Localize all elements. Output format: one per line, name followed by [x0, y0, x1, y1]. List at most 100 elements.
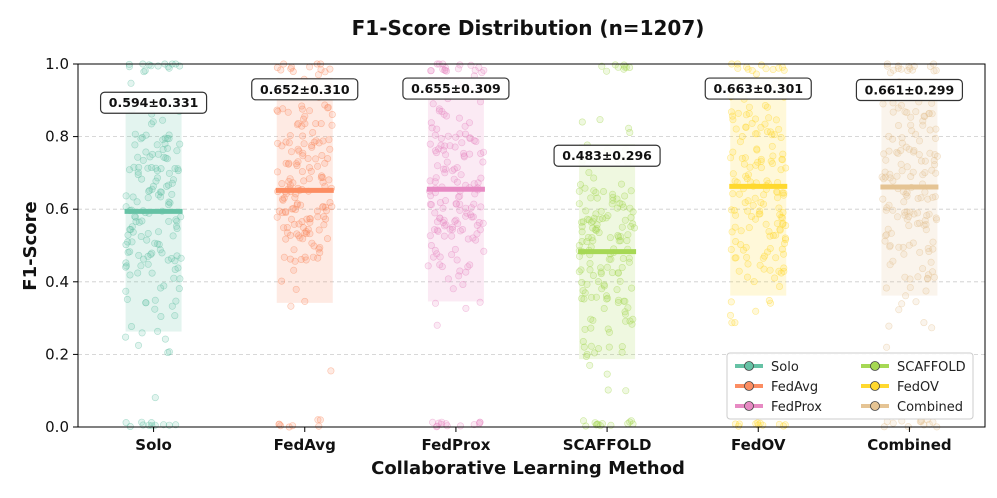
x-tick-label: Combined: [867, 436, 951, 454]
data-point: [583, 280, 591, 288]
data-point: [606, 234, 614, 242]
data-point: [433, 218, 441, 226]
data-point: [451, 143, 459, 151]
data-point: [287, 302, 295, 310]
data-point: [293, 201, 301, 209]
data-point: [887, 229, 895, 237]
data-point: [154, 150, 162, 158]
data-point: [293, 162, 301, 170]
data-point: [324, 104, 332, 112]
data-point: [757, 155, 765, 163]
data-point: [882, 156, 890, 164]
data-point: [328, 203, 336, 211]
data-point: [448, 251, 456, 259]
data-point: [729, 116, 737, 124]
data-point: [579, 287, 587, 295]
data-point: [615, 296, 623, 304]
data-point: [273, 213, 281, 221]
data-point: [284, 108, 292, 116]
data-point: [580, 343, 588, 351]
data-point: [886, 261, 894, 269]
data-point: [434, 227, 442, 235]
data-point: [765, 114, 773, 122]
data-point: [443, 158, 451, 166]
data-point: [142, 299, 150, 307]
data-point: [575, 200, 583, 208]
data-point: [440, 165, 448, 173]
data-point: [768, 131, 776, 139]
data-point: [124, 238, 132, 246]
data-point: [618, 223, 626, 231]
data-point: [157, 284, 165, 292]
data-point: [775, 420, 783, 428]
data-point: [176, 140, 184, 148]
data-point: [326, 65, 334, 73]
data-point: [586, 361, 594, 369]
data-point: [295, 147, 303, 155]
data-point: [446, 142, 454, 150]
data-point: [436, 214, 444, 222]
data-point: [459, 280, 467, 288]
data-point: [146, 186, 154, 194]
data-point: [775, 282, 783, 290]
data-point: [301, 229, 309, 237]
data-point: [775, 64, 783, 72]
data-point: [879, 100, 887, 108]
data-point: [449, 285, 457, 293]
data-point: [283, 229, 291, 237]
data-point: [173, 217, 181, 225]
data-point: [608, 269, 616, 277]
data-point: [578, 294, 586, 302]
data-point: [273, 168, 281, 176]
data-point: [173, 225, 181, 233]
data-point: [312, 155, 320, 163]
data-point: [151, 305, 159, 313]
data-point: [766, 232, 774, 240]
data-point: [767, 157, 775, 165]
mean-std-label: 0.594±0.331: [109, 95, 199, 110]
data-point: [915, 151, 923, 159]
data-point: [165, 217, 173, 225]
data-point: [775, 204, 783, 212]
data-point: [625, 258, 633, 266]
data-point: [458, 139, 466, 147]
data-point: [598, 62, 606, 70]
data-point: [461, 130, 469, 138]
data-point: [463, 209, 471, 217]
data-point: [618, 348, 626, 356]
data-point: [780, 267, 788, 275]
data-point: [879, 195, 887, 203]
data-point: [431, 246, 439, 254]
data-point: [743, 63, 751, 71]
data-point: [919, 265, 927, 273]
data-point: [164, 144, 172, 152]
data-point: [319, 137, 327, 145]
data-point: [168, 190, 176, 198]
data-point: [732, 211, 740, 219]
data-point: [772, 116, 780, 124]
data-point: [154, 174, 162, 182]
data-point: [579, 337, 587, 345]
data-point: [295, 220, 303, 228]
data-point: [921, 188, 929, 196]
data-point: [907, 173, 915, 181]
data-point: [912, 298, 920, 306]
data-point: [145, 187, 153, 195]
data-point: [473, 221, 481, 229]
y-tick-label: 0.0: [45, 418, 69, 436]
data-point: [756, 210, 764, 218]
data-point: [742, 123, 750, 131]
data-point: [609, 193, 617, 201]
data-point: [621, 192, 629, 200]
data-point: [759, 200, 767, 208]
data-point: [928, 324, 936, 332]
data-point: [759, 254, 767, 262]
data-point: [177, 213, 185, 221]
data-point: [578, 118, 586, 126]
data-point: [778, 156, 786, 164]
data-point: [168, 302, 176, 310]
data-point: [751, 215, 759, 223]
data-point: [737, 241, 745, 249]
data-point: [900, 198, 908, 206]
data-point: [164, 256, 172, 264]
